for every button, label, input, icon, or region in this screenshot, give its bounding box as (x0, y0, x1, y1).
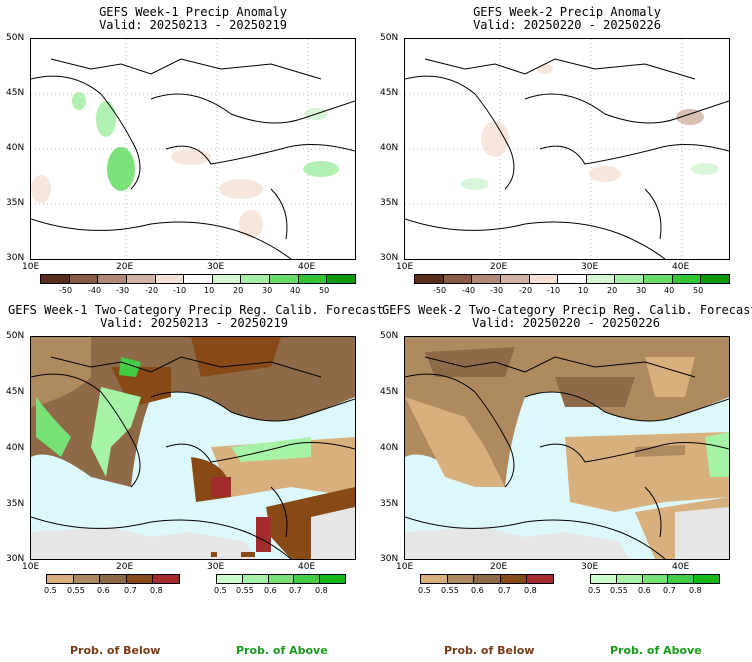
p4-xtick-40: 40E (672, 562, 690, 572)
p3-above-colorbar (216, 574, 346, 584)
p2-xtick-20: 20E (490, 262, 508, 272)
p3-ytick-40: 40N (6, 443, 25, 453)
p1-ytick-40: 40N (6, 143, 25, 153)
panel4-map (404, 336, 730, 560)
p4-ytick-50: 50N (380, 331, 399, 341)
p1-colorbar (40, 274, 356, 284)
panel2-title: GEFS Week-2 Precip Anomaly Valid: 202502… (473, 5, 661, 32)
p1-ytick-45: 45N (6, 88, 25, 98)
p3-ytick-30: 30N (6, 554, 25, 564)
p3-ytick-50: 50N (6, 331, 25, 341)
p3-xtick-30: 30E (207, 562, 225, 572)
p4-xtick-30: 30E (581, 562, 599, 572)
p3-below-colorbar (46, 574, 180, 584)
p1-ytick-35: 35N (6, 198, 25, 208)
panel1-map (30, 38, 356, 260)
p2-xtick-30: 30E (581, 262, 599, 272)
panel3-map (30, 336, 356, 560)
prob-above-label-right: Prob. of Above (610, 644, 702, 657)
p4-above-colorbar (590, 574, 720, 584)
p2-xtick-40: 40E (672, 262, 690, 272)
p4-ytick-40: 40N (380, 443, 399, 453)
prob-below-label-left: Prob. of Below (70, 644, 161, 657)
p3-xtick-20: 20E (116, 562, 134, 572)
p2-xtick-10: 10E (396, 262, 414, 272)
p3-xtick-40: 40E (298, 562, 316, 572)
p4-below-colorbar (420, 574, 554, 584)
p1-xtick-20: 20E (116, 262, 134, 272)
p3-xtick-10: 10E (22, 562, 40, 572)
p4-ytick-30: 30N (380, 554, 399, 564)
p4-xtick-10: 10E (396, 562, 414, 572)
p4-ytick-45: 45N (380, 387, 399, 397)
prob-below-label-right: Prob. of Below (444, 644, 535, 657)
p1-xtick-40: 40E (298, 262, 316, 272)
p2-ytick-30: 30N (380, 253, 399, 263)
p2-ytick-40: 40N (380, 143, 399, 153)
p4-xtick-20: 20E (490, 562, 508, 572)
p2-ytick-35: 35N (380, 198, 399, 208)
p2-colorbar (414, 274, 730, 284)
panel3-title: GEFS Week-1 Two-Category Precip Reg. Cal… (8, 303, 384, 330)
panel4-title: GEFS Week-2 Two-Category Precip Reg. Cal… (382, 303, 752, 330)
p3-ytick-35: 35N (6, 499, 25, 509)
p3-ytick-45: 45N (6, 387, 25, 397)
p2-ytick-50: 50N (380, 33, 399, 43)
panel2-map (404, 38, 730, 260)
p1-xtick-30: 30E (207, 262, 225, 272)
prob-above-label-left: Prob. of Above (236, 644, 328, 657)
p4-ytick-35: 35N (380, 499, 399, 509)
p1-ytick-30: 30N (6, 253, 25, 263)
panel1-title: GEFS Week-1 Precip Anomaly Valid: 202502… (99, 5, 287, 32)
p2-ytick-45: 45N (380, 88, 399, 98)
p1-ytick-50: 50N (6, 33, 25, 43)
p1-xtick-10: 10E (22, 262, 40, 272)
